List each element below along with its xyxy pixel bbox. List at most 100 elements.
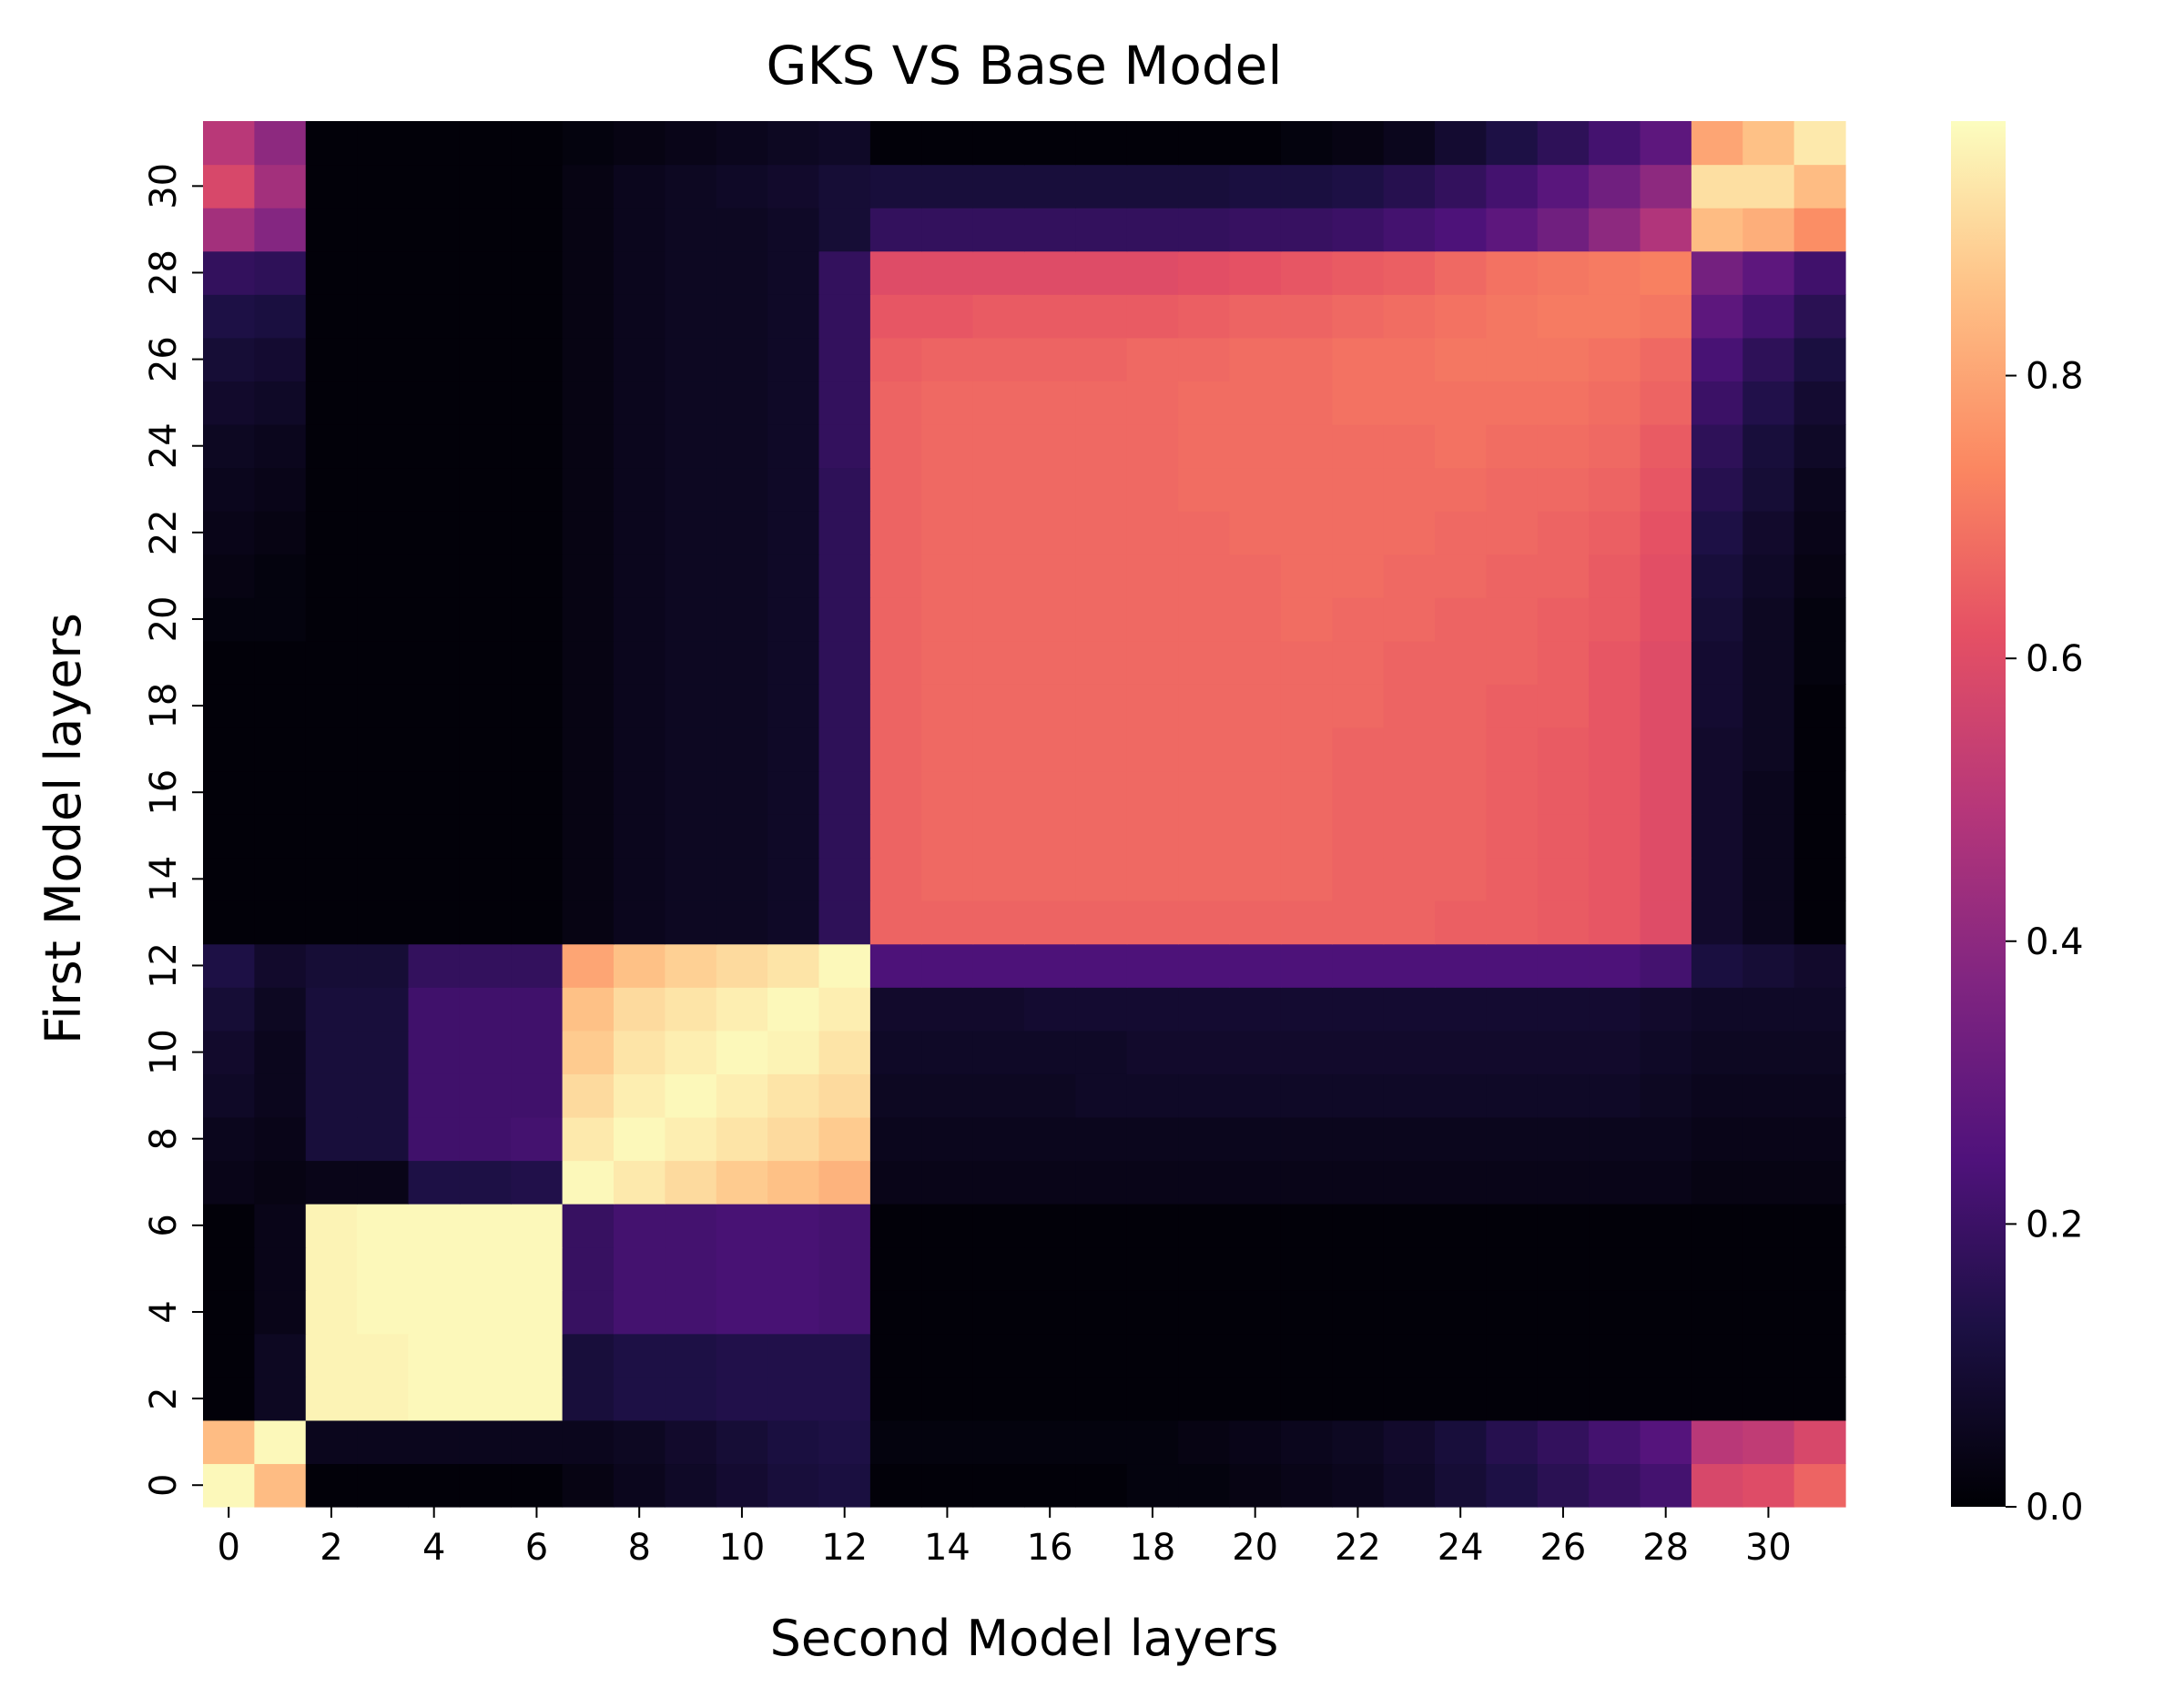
heatmap-cell xyxy=(1640,857,1692,901)
heatmap-cell xyxy=(1435,814,1487,859)
heatmap-cell xyxy=(716,1204,768,1248)
heatmap-cell xyxy=(203,164,255,208)
heatmap-cell xyxy=(459,423,512,469)
heatmap-cell xyxy=(665,1204,717,1248)
heatmap-cell xyxy=(1793,987,1846,1032)
heatmap-cell xyxy=(511,1246,564,1291)
heatmap-cell xyxy=(203,1204,255,1248)
y-tick-label: 2 xyxy=(143,1387,185,1409)
heatmap-cell xyxy=(1280,467,1333,512)
heatmap-cell xyxy=(614,1073,665,1118)
heatmap-cell xyxy=(1383,208,1436,252)
heatmap-cell xyxy=(203,554,255,598)
heatmap-cell xyxy=(665,164,717,208)
heatmap-cell xyxy=(1024,423,1076,469)
heatmap-cell xyxy=(972,381,1025,425)
heatmap-cell xyxy=(972,987,1025,1032)
heatmap-cell xyxy=(1280,381,1333,425)
heatmap-cell xyxy=(1537,1290,1590,1335)
heatmap-cell xyxy=(357,1073,410,1118)
heatmap-cell xyxy=(254,1030,307,1074)
heatmap-cell xyxy=(1383,337,1436,381)
heatmap-cell xyxy=(1589,294,1641,339)
heatmap-cell xyxy=(1486,1377,1539,1421)
heatmap-cell xyxy=(1793,164,1846,208)
heatmap-cell xyxy=(869,684,922,728)
heatmap-cell xyxy=(869,1116,922,1162)
heatmap-cell xyxy=(408,337,461,381)
heatmap-cell xyxy=(305,1160,358,1205)
heatmap-cell xyxy=(869,1160,922,1205)
heatmap-cell xyxy=(511,467,564,512)
heatmap-cell xyxy=(869,250,922,295)
heatmap-cell xyxy=(1383,423,1436,469)
heatmap-cell xyxy=(408,857,461,901)
heatmap-cell xyxy=(1589,770,1641,815)
heatmap-cell xyxy=(254,1073,307,1118)
heatmap-cell xyxy=(1126,1419,1179,1465)
heatmap-cell xyxy=(818,511,871,555)
heatmap-cell xyxy=(254,857,307,901)
y-tick-label: 14 xyxy=(143,856,185,902)
heatmap-cell xyxy=(767,1073,820,1118)
heatmap-cell xyxy=(1383,640,1436,685)
heatmap-cell xyxy=(1742,423,1795,469)
heatmap-cell xyxy=(562,554,615,598)
heatmap-cell xyxy=(511,727,564,772)
heatmap-cell xyxy=(305,1290,358,1335)
heatmap-cell xyxy=(1126,164,1179,208)
heatmap-cell xyxy=(1075,1333,1128,1378)
heatmap-cell xyxy=(1691,857,1743,901)
heatmap-cell xyxy=(921,423,974,469)
heatmap-cell xyxy=(408,1377,461,1421)
heatmap-cell xyxy=(1537,1204,1590,1248)
heatmap-cell xyxy=(818,381,871,425)
heatmap-cell xyxy=(665,684,717,728)
heatmap-cell xyxy=(1075,770,1128,815)
heatmap-cell xyxy=(1640,597,1692,642)
heatmap-cell xyxy=(1024,1030,1076,1074)
heatmap-cell xyxy=(665,250,717,295)
heatmap-cell xyxy=(1640,208,1692,252)
heatmap-cell xyxy=(818,294,871,339)
heatmap-cell xyxy=(921,857,974,901)
heatmap-cell xyxy=(1691,1377,1743,1421)
heatmap-cell xyxy=(1640,900,1692,945)
heatmap-cell xyxy=(614,987,665,1032)
heatmap-cell xyxy=(1280,1463,1333,1508)
heatmap-cell xyxy=(1332,1377,1385,1421)
heatmap-cell xyxy=(562,1030,615,1074)
heatmap-cell xyxy=(818,1073,871,1118)
heatmap-cell xyxy=(1383,1290,1436,1335)
heatmap-cell xyxy=(972,121,1025,166)
heatmap-cell xyxy=(1229,1073,1282,1118)
heatmap-cell xyxy=(1178,814,1231,859)
heatmap-cell xyxy=(1486,1116,1539,1162)
heatmap-cell xyxy=(1229,943,1282,988)
x-axis-label: Second Model layers xyxy=(770,1610,1279,1667)
heatmap-cell xyxy=(1486,943,1539,988)
heatmap-cell xyxy=(1229,467,1282,512)
heatmap-cell xyxy=(921,684,974,728)
heatmap-cell xyxy=(1537,1333,1590,1378)
heatmap-cell xyxy=(1229,1160,1282,1205)
heatmap-cell xyxy=(869,1030,922,1074)
heatmap-cell xyxy=(614,294,665,339)
heatmap-cell xyxy=(972,1290,1025,1335)
heatmap-cell xyxy=(1024,208,1076,252)
heatmap-cell xyxy=(1383,597,1436,642)
heatmap-cell xyxy=(1075,1246,1128,1291)
heatmap-cell xyxy=(511,423,564,469)
heatmap-cell xyxy=(1178,294,1231,339)
heatmap-cell xyxy=(1126,337,1179,381)
heatmap-cell xyxy=(1024,770,1076,815)
heatmap-cell xyxy=(614,727,665,772)
heatmap-cell xyxy=(921,164,974,208)
heatmap-cell xyxy=(614,1204,665,1248)
heatmap-cell xyxy=(767,1030,820,1074)
heatmap-cell xyxy=(203,640,255,685)
heatmap-cell xyxy=(459,1073,512,1118)
heatmap-cell xyxy=(1126,208,1179,252)
heatmap-cell xyxy=(357,294,410,339)
heatmap-cell xyxy=(511,381,564,425)
